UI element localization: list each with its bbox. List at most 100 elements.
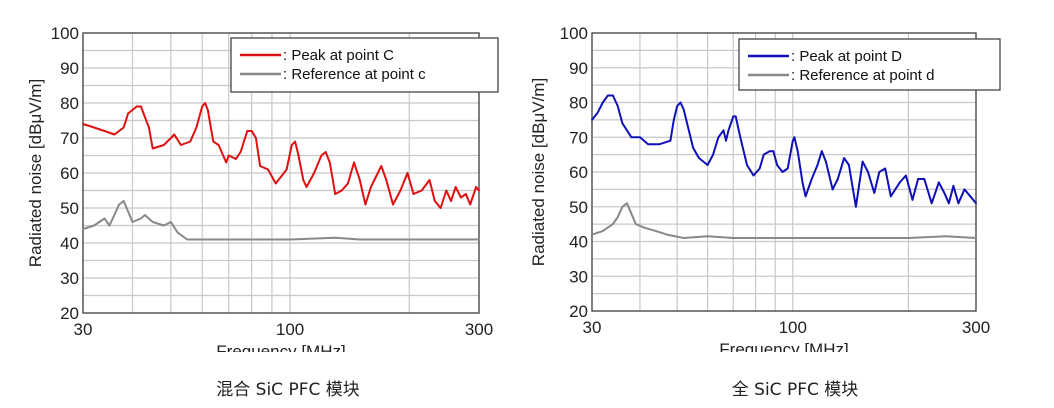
data-point [621, 122, 624, 125]
data-point [611, 223, 614, 226]
data-point [957, 202, 960, 205]
data-point [250, 238, 253, 241]
data-point [734, 115, 737, 118]
chart-caption: 全 SiC PFC 模块 [732, 380, 859, 400]
data-point [204, 102, 206, 104]
data-point [820, 150, 823, 153]
data-point [328, 161, 331, 164]
legend: : Peak at point D: Reference at point d [738, 38, 1001, 91]
data-point [399, 189, 402, 192]
y-tick-label: 60 [569, 163, 588, 182]
data-point [246, 130, 249, 132]
data-point [420, 189, 423, 192]
data-point [227, 154, 230, 157]
data-point [611, 94, 614, 97]
data-point [439, 207, 442, 209]
data-point [313, 172, 315, 174]
data-point [732, 115, 735, 118]
y-axis-label: Radiated noise [dBμV/m] [529, 78, 548, 266]
data-point [280, 175, 283, 178]
data-point [727, 129, 730, 132]
data-point [186, 238, 189, 241]
data-point [781, 171, 784, 173]
data-point [369, 186, 372, 188]
data-point [250, 130, 253, 132]
y-tick-label: 100 [560, 24, 588, 43]
data-point [836, 178, 839, 180]
data-point [672, 118, 675, 121]
data-point [772, 150, 775, 153]
x-tick-label: 30 [74, 320, 93, 339]
data-point [831, 188, 834, 191]
data-point [212, 140, 215, 143]
data-point [406, 172, 409, 174]
data-point [169, 221, 172, 223]
data-point [320, 154, 323, 157]
data-point [176, 231, 179, 234]
data-point [596, 112, 599, 114]
data-point [259, 165, 261, 167]
y-tick-label: 30 [569, 267, 588, 286]
data-point [658, 143, 661, 146]
data-point [969, 195, 972, 198]
data-point [147, 126, 150, 129]
data-point [469, 203, 472, 206]
data-point [151, 147, 154, 150]
data-point [847, 164, 850, 166]
y-tick-label: 20 [60, 304, 79, 323]
data-point [289, 238, 291, 241]
data-point [647, 143, 650, 146]
data-point [334, 193, 337, 195]
y-tick-label: 80 [60, 94, 79, 113]
series-peak [82, 102, 480, 209]
data-point [630, 212, 633, 215]
data-point [616, 105, 619, 107]
data-point [606, 94, 609, 97]
data-point [122, 126, 125, 129]
data-point [478, 238, 480, 241]
data-point [867, 171, 869, 173]
data-point [465, 193, 467, 195]
data-point [217, 144, 220, 146]
series-line [591, 202, 977, 239]
data-point [776, 164, 778, 166]
data-point [162, 144, 165, 146]
x-tick-label: 100 [779, 318, 807, 337]
data-point [189, 140, 192, 143]
data-point [201, 238, 204, 241]
data-point [768, 150, 771, 153]
data-point [907, 237, 910, 239]
data-point [717, 136, 720, 139]
x-tick-label: 300 [962, 318, 990, 337]
data-point [917, 178, 919, 180]
data-point [937, 181, 940, 184]
y-tick-label: 80 [569, 94, 588, 113]
y-tick-label: 50 [60, 199, 79, 218]
y-tick-label: 50 [569, 198, 588, 217]
series-reference [591, 202, 977, 239]
data-point [889, 195, 892, 198]
data-point [692, 146, 694, 149]
data-point [791, 139, 794, 142]
data-point [239, 151, 242, 153]
data-point [408, 238, 411, 241]
data-point [353, 161, 355, 164]
data-point [82, 123, 84, 125]
data-point [392, 203, 394, 206]
data-point [347, 182, 349, 185]
data-point [752, 174, 755, 177]
data-point [169, 137, 172, 139]
data-point [478, 189, 480, 192]
data-point [297, 154, 300, 157]
data-point [706, 164, 709, 166]
data-point [433, 200, 436, 202]
data-point [801, 181, 804, 184]
data-point [825, 160, 827, 163]
data-point [861, 160, 864, 163]
data-point [267, 168, 269, 171]
data-point [412, 193, 415, 195]
data-point [746, 164, 748, 166]
data-point [722, 129, 725, 132]
data-point [324, 151, 327, 153]
